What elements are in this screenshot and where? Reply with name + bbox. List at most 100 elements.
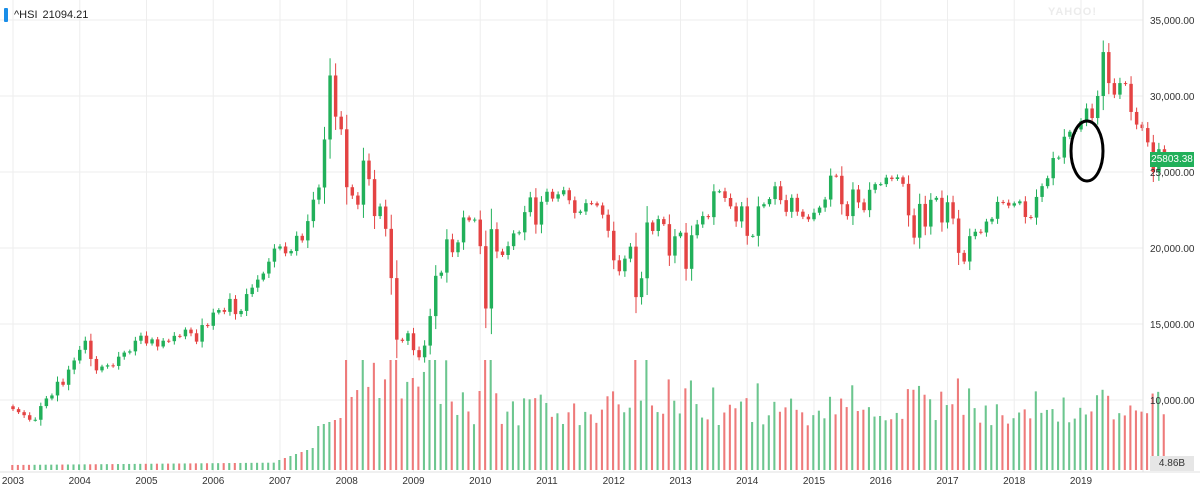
candle-body[interactable]	[422, 345, 427, 358]
candle-body[interactable]	[845, 204, 850, 217]
candle-body[interactable]	[1051, 158, 1055, 179]
candle-body[interactable]	[1040, 186, 1044, 197]
candle-body[interactable]	[439, 272, 444, 276]
candle-body[interactable]	[684, 232, 688, 269]
candle-body[interactable]	[1118, 83, 1122, 95]
candle-body[interactable]	[200, 325, 204, 342]
candle-body[interactable]	[1018, 201, 1022, 204]
candle-body[interactable]	[367, 160, 371, 180]
candle-body[interactable]	[745, 206, 749, 236]
candle-body[interactable]	[851, 189, 855, 217]
candle-body[interactable]	[634, 246, 638, 298]
candle-body[interactable]	[612, 230, 616, 261]
candle-body[interactable]	[311, 199, 316, 222]
candle-body[interactable]	[395, 278, 399, 340]
candle-body[interactable]	[1012, 203, 1016, 206]
candle-body[interactable]	[962, 252, 966, 262]
candle-body[interactable]	[1068, 131, 1072, 137]
candle-body[interactable]	[361, 160, 366, 205]
candle-body[interactable]	[250, 287, 254, 295]
candle-body[interactable]	[372, 179, 377, 217]
candle-body[interactable]	[94, 358, 99, 371]
candle-body[interactable]	[111, 365, 115, 367]
candle-body[interactable]	[995, 201, 1000, 219]
candle-body[interactable]	[1101, 52, 1105, 96]
candle-body[interactable]	[105, 365, 110, 367]
candle-body[interactable]	[356, 195, 360, 205]
candle-body[interactable]	[656, 219, 660, 231]
candle-body[interactable]	[172, 335, 177, 342]
candle-body[interactable]	[1090, 108, 1094, 119]
candle-body[interactable]	[83, 340, 88, 350]
candle-body[interactable]	[734, 206, 738, 222]
candle-body[interactable]	[72, 360, 76, 370]
candle-body[interactable]	[940, 197, 944, 223]
candle-body[interactable]	[161, 340, 165, 347]
candle-body[interactable]	[500, 251, 505, 255]
candle-body[interactable]	[790, 197, 794, 212]
candle-body[interactable]	[445, 239, 449, 273]
candle-body[interactable]	[16, 409, 21, 413]
candle-body[interactable]	[178, 335, 182, 337]
candle-body[interactable]	[895, 177, 900, 179]
candle-body[interactable]	[167, 340, 171, 342]
candle-body[interactable]	[50, 395, 54, 399]
candle-body[interactable]	[923, 203, 927, 227]
candle-body[interactable]	[89, 340, 93, 359]
candle-body[interactable]	[1006, 202, 1011, 206]
candle-body[interactable]	[645, 222, 649, 279]
candle-body[interactable]	[929, 199, 933, 227]
candle-body[interactable]	[450, 239, 455, 253]
candle-body[interactable]	[489, 229, 494, 309]
candle-body[interactable]	[306, 221, 310, 241]
candle-body[interactable]	[217, 310, 221, 313]
candle-body[interactable]	[862, 202, 866, 211]
candle-body[interactable]	[389, 228, 393, 279]
candle-body[interactable]	[300, 235, 304, 241]
candle-body[interactable]	[828, 175, 833, 200]
candle-body[interactable]	[383, 206, 388, 229]
candle-body[interactable]	[739, 206, 744, 222]
candle-body[interactable]	[639, 278, 644, 298]
candle-body[interactable]	[589, 203, 594, 205]
candle-body[interactable]	[1001, 201, 1005, 203]
candle-body[interactable]	[244, 294, 249, 311]
candle-body[interactable]	[595, 203, 599, 206]
candle-body[interactable]	[289, 251, 293, 254]
candle-body[interactable]	[968, 236, 972, 262]
candle-body[interactable]	[728, 197, 733, 207]
candle-body[interactable]	[411, 333, 416, 351]
candle-body[interactable]	[945, 202, 950, 223]
candle-body[interactable]	[623, 258, 627, 272]
candle-body[interactable]	[456, 242, 460, 253]
candle-body[interactable]	[856, 189, 861, 203]
candle-body[interactable]	[523, 212, 527, 233]
candle-body[interactable]	[1084, 108, 1089, 122]
candle-body[interactable]	[545, 191, 549, 202]
candle-body[interactable]	[1079, 121, 1083, 130]
candle-body[interactable]	[11, 406, 15, 410]
candle-body[interactable]	[256, 279, 260, 288]
candle-body[interactable]	[39, 406, 43, 420]
candle-body[interactable]	[917, 203, 922, 238]
candle-body[interactable]	[1123, 83, 1128, 85]
candle-body[interactable]	[834, 175, 838, 177]
candle-body[interactable]	[61, 381, 65, 385]
candle-body[interactable]	[867, 189, 872, 211]
candle-body[interactable]	[1023, 201, 1028, 217]
candle-body[interactable]	[650, 222, 655, 231]
candle-body[interactable]	[556, 194, 560, 199]
candle-body[interactable]	[550, 191, 555, 199]
candle-body[interactable]	[956, 218, 961, 253]
candle-body[interactable]	[78, 349, 82, 361]
candle-body[interactable]	[472, 219, 477, 221]
candle-body[interactable]	[1129, 83, 1133, 112]
candle-body[interactable]	[662, 219, 666, 225]
candle-body[interactable]	[122, 352, 126, 357]
candle-body[interactable]	[812, 212, 816, 220]
candle-body[interactable]	[467, 217, 471, 221]
candle-body[interactable]	[1045, 178, 1050, 187]
candle-body[interactable]	[27, 415, 32, 420]
candle-body[interactable]	[678, 232, 683, 237]
candle-body[interactable]	[879, 184, 883, 186]
